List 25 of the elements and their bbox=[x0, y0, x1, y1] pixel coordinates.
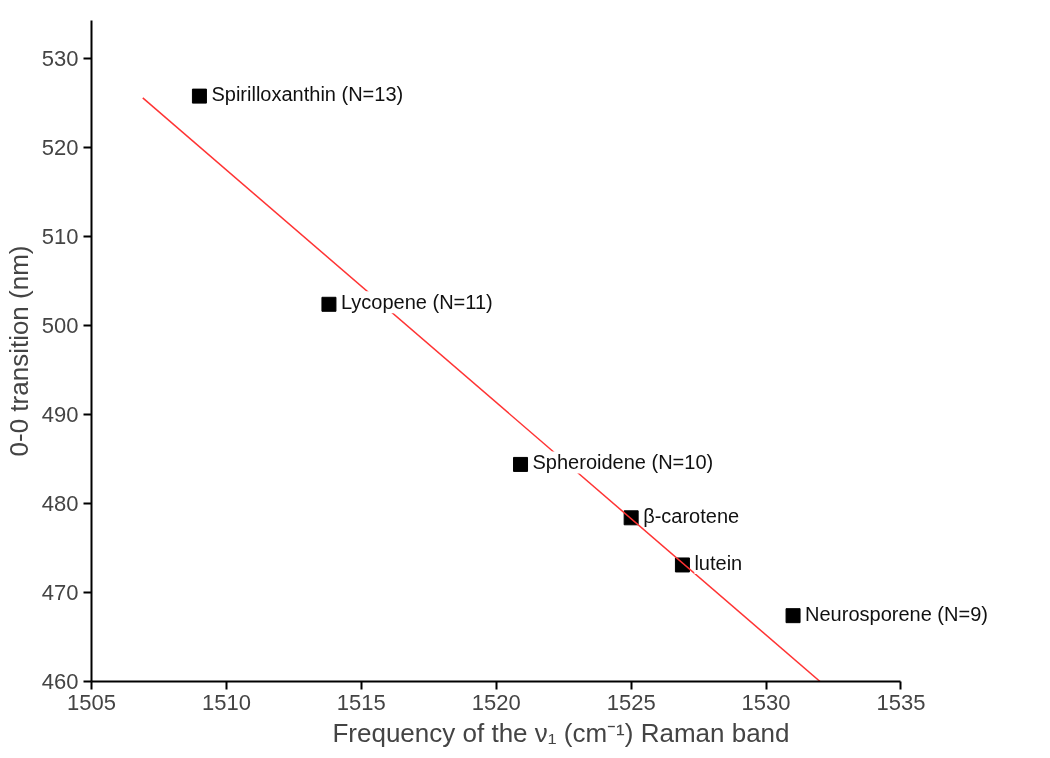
annotation: Lycopene (N=11) bbox=[340, 291, 493, 314]
x-tick-label: 1510 bbox=[201, 689, 251, 715]
y-tick-label: 520 bbox=[41, 135, 79, 161]
x-tick-label: 1530 bbox=[741, 689, 791, 715]
y-tick-label: 470 bbox=[41, 580, 79, 606]
x-tick-label: 1535 bbox=[876, 689, 926, 715]
point bbox=[321, 296, 337, 312]
annotation: Spirilloxanthin (N=13) bbox=[211, 83, 404, 106]
y-axis-title: 0-0 transition (nm) bbox=[3, 245, 34, 457]
y-tick-label: 510 bbox=[41, 224, 79, 250]
y-tick-label: 500 bbox=[41, 313, 79, 339]
x-tick-label: 1515 bbox=[336, 689, 386, 715]
annotation: β-carotene bbox=[643, 504, 740, 527]
y-tick-label: 480 bbox=[41, 491, 79, 517]
point bbox=[191, 88, 207, 104]
annotation: Neurosporene (N=9) bbox=[805, 602, 988, 625]
x-axis-title: Frequency of the ν₁ (cm⁻¹) Raman band bbox=[332, 717, 790, 748]
point bbox=[513, 456, 529, 472]
annotation: lutein bbox=[694, 551, 743, 574]
x-tick-label: 1520 bbox=[471, 689, 521, 715]
y-tick-label: 490 bbox=[41, 402, 79, 428]
point bbox=[785, 608, 801, 624]
y-tick-label: 530 bbox=[41, 46, 79, 72]
annotation: Spheroidene (N=10) bbox=[532, 451, 714, 474]
x-tick-label: 1525 bbox=[606, 689, 656, 715]
